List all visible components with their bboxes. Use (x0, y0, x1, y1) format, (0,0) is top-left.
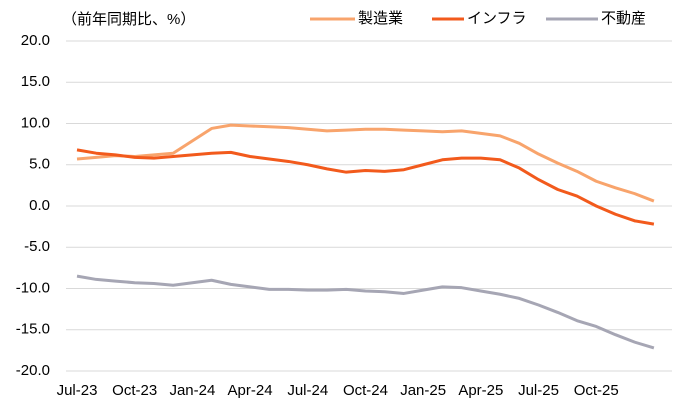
series-line (76, 148, 655, 226)
x-tick-label: Apr-25 (458, 382, 503, 399)
legend-label: インフラ (467, 10, 527, 27)
y-tick-label: -10.0 (16, 279, 50, 296)
series-line (76, 274, 655, 350)
y-tick-label: 10.0 (21, 114, 50, 131)
chart-subtitle: （前年同期比、%） (62, 11, 195, 28)
legend-label: 製造業 (358, 10, 403, 27)
x-tick-label: Oct-25 (574, 382, 619, 399)
x-tick-label: Apr-24 (228, 382, 273, 399)
y-tick-label: 20.0 (21, 32, 50, 49)
x-tick-label: Jul-25 (518, 382, 559, 399)
y-tick-label: -20.0 (16, 362, 50, 379)
x-tick-label: Jul-23 (57, 382, 98, 399)
y-tick-label: 0.0 (29, 197, 50, 214)
x-tick-label: Jul-24 (287, 382, 328, 399)
x-tick-label: Oct-24 (343, 382, 388, 399)
y-tick-label: -5.0 (24, 238, 50, 255)
y-tick-label: 15.0 (21, 73, 50, 90)
series-line (76, 123, 655, 203)
x-tick-label: Jan-25 (400, 382, 446, 399)
x-tick-label: Jan-24 (169, 382, 215, 399)
legend-label: 不動産 (601, 10, 646, 27)
x-tick-label: Oct-23 (112, 382, 157, 399)
y-tick-label: 5.0 (29, 156, 50, 173)
y-tick-label: -15.0 (16, 321, 50, 338)
